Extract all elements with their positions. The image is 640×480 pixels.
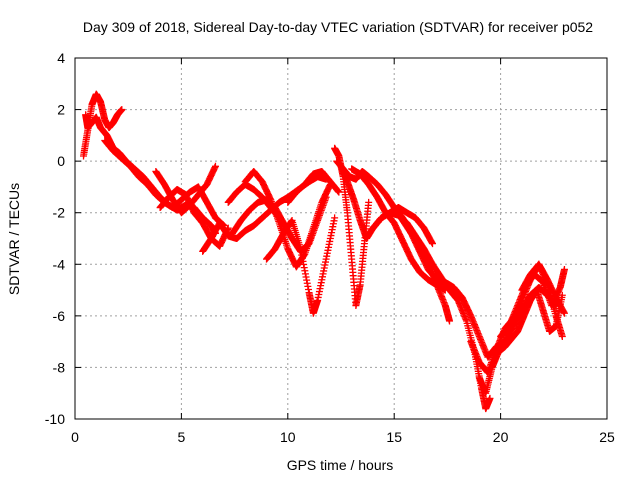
data-point [331, 214, 339, 222]
y-axis-ticks: 4 2 0 -2 -4 -6 -8 -10 [45, 50, 607, 427]
y-tick-label: 2 [57, 102, 65, 118]
data-series [263, 214, 339, 317]
y-axis-label: SDTVAR / TECUs [6, 183, 22, 295]
plot-frame [74, 57, 608, 420]
data-point [486, 394, 494, 402]
data-series [348, 165, 449, 294]
data-point [211, 162, 219, 170]
data-series [518, 260, 566, 340]
x-tick-label: 0 [71, 429, 79, 445]
data-series [475, 286, 566, 397]
y-tick-label: 0 [57, 153, 65, 169]
data-series [284, 167, 343, 206]
x-tick-label: 15 [386, 429, 402, 445]
y-tick-label: -4 [53, 256, 66, 272]
data-point [446, 317, 454, 325]
y-tick-label: -2 [53, 205, 66, 221]
y-tick-label: -8 [53, 359, 66, 375]
x-tick-label: 20 [493, 429, 509, 445]
data-points [80, 90, 568, 413]
data-series [390, 204, 560, 361]
data-point [560, 265, 568, 273]
x-axis-label: GPS time / hours [287, 457, 394, 473]
y-tick-label: -10 [45, 411, 65, 427]
data-point [335, 188, 343, 196]
y-tick-label: 4 [57, 50, 65, 66]
x-tick-label: 25 [599, 429, 615, 445]
x-tick-label: 10 [280, 429, 296, 445]
data-point [118, 106, 126, 114]
data-point [365, 198, 373, 206]
data-point [429, 240, 437, 248]
data-series [80, 90, 126, 160]
grid-lines [75, 58, 607, 419]
data-point [558, 332, 566, 340]
x-axis-ticks: 0 5 10 15 20 25 [71, 58, 615, 445]
x-tick-label: 5 [178, 429, 186, 445]
y-tick-label: -6 [53, 308, 66, 324]
chart-title: Day 309 of 2018, Sidereal Day-to-day VTE… [83, 19, 593, 35]
